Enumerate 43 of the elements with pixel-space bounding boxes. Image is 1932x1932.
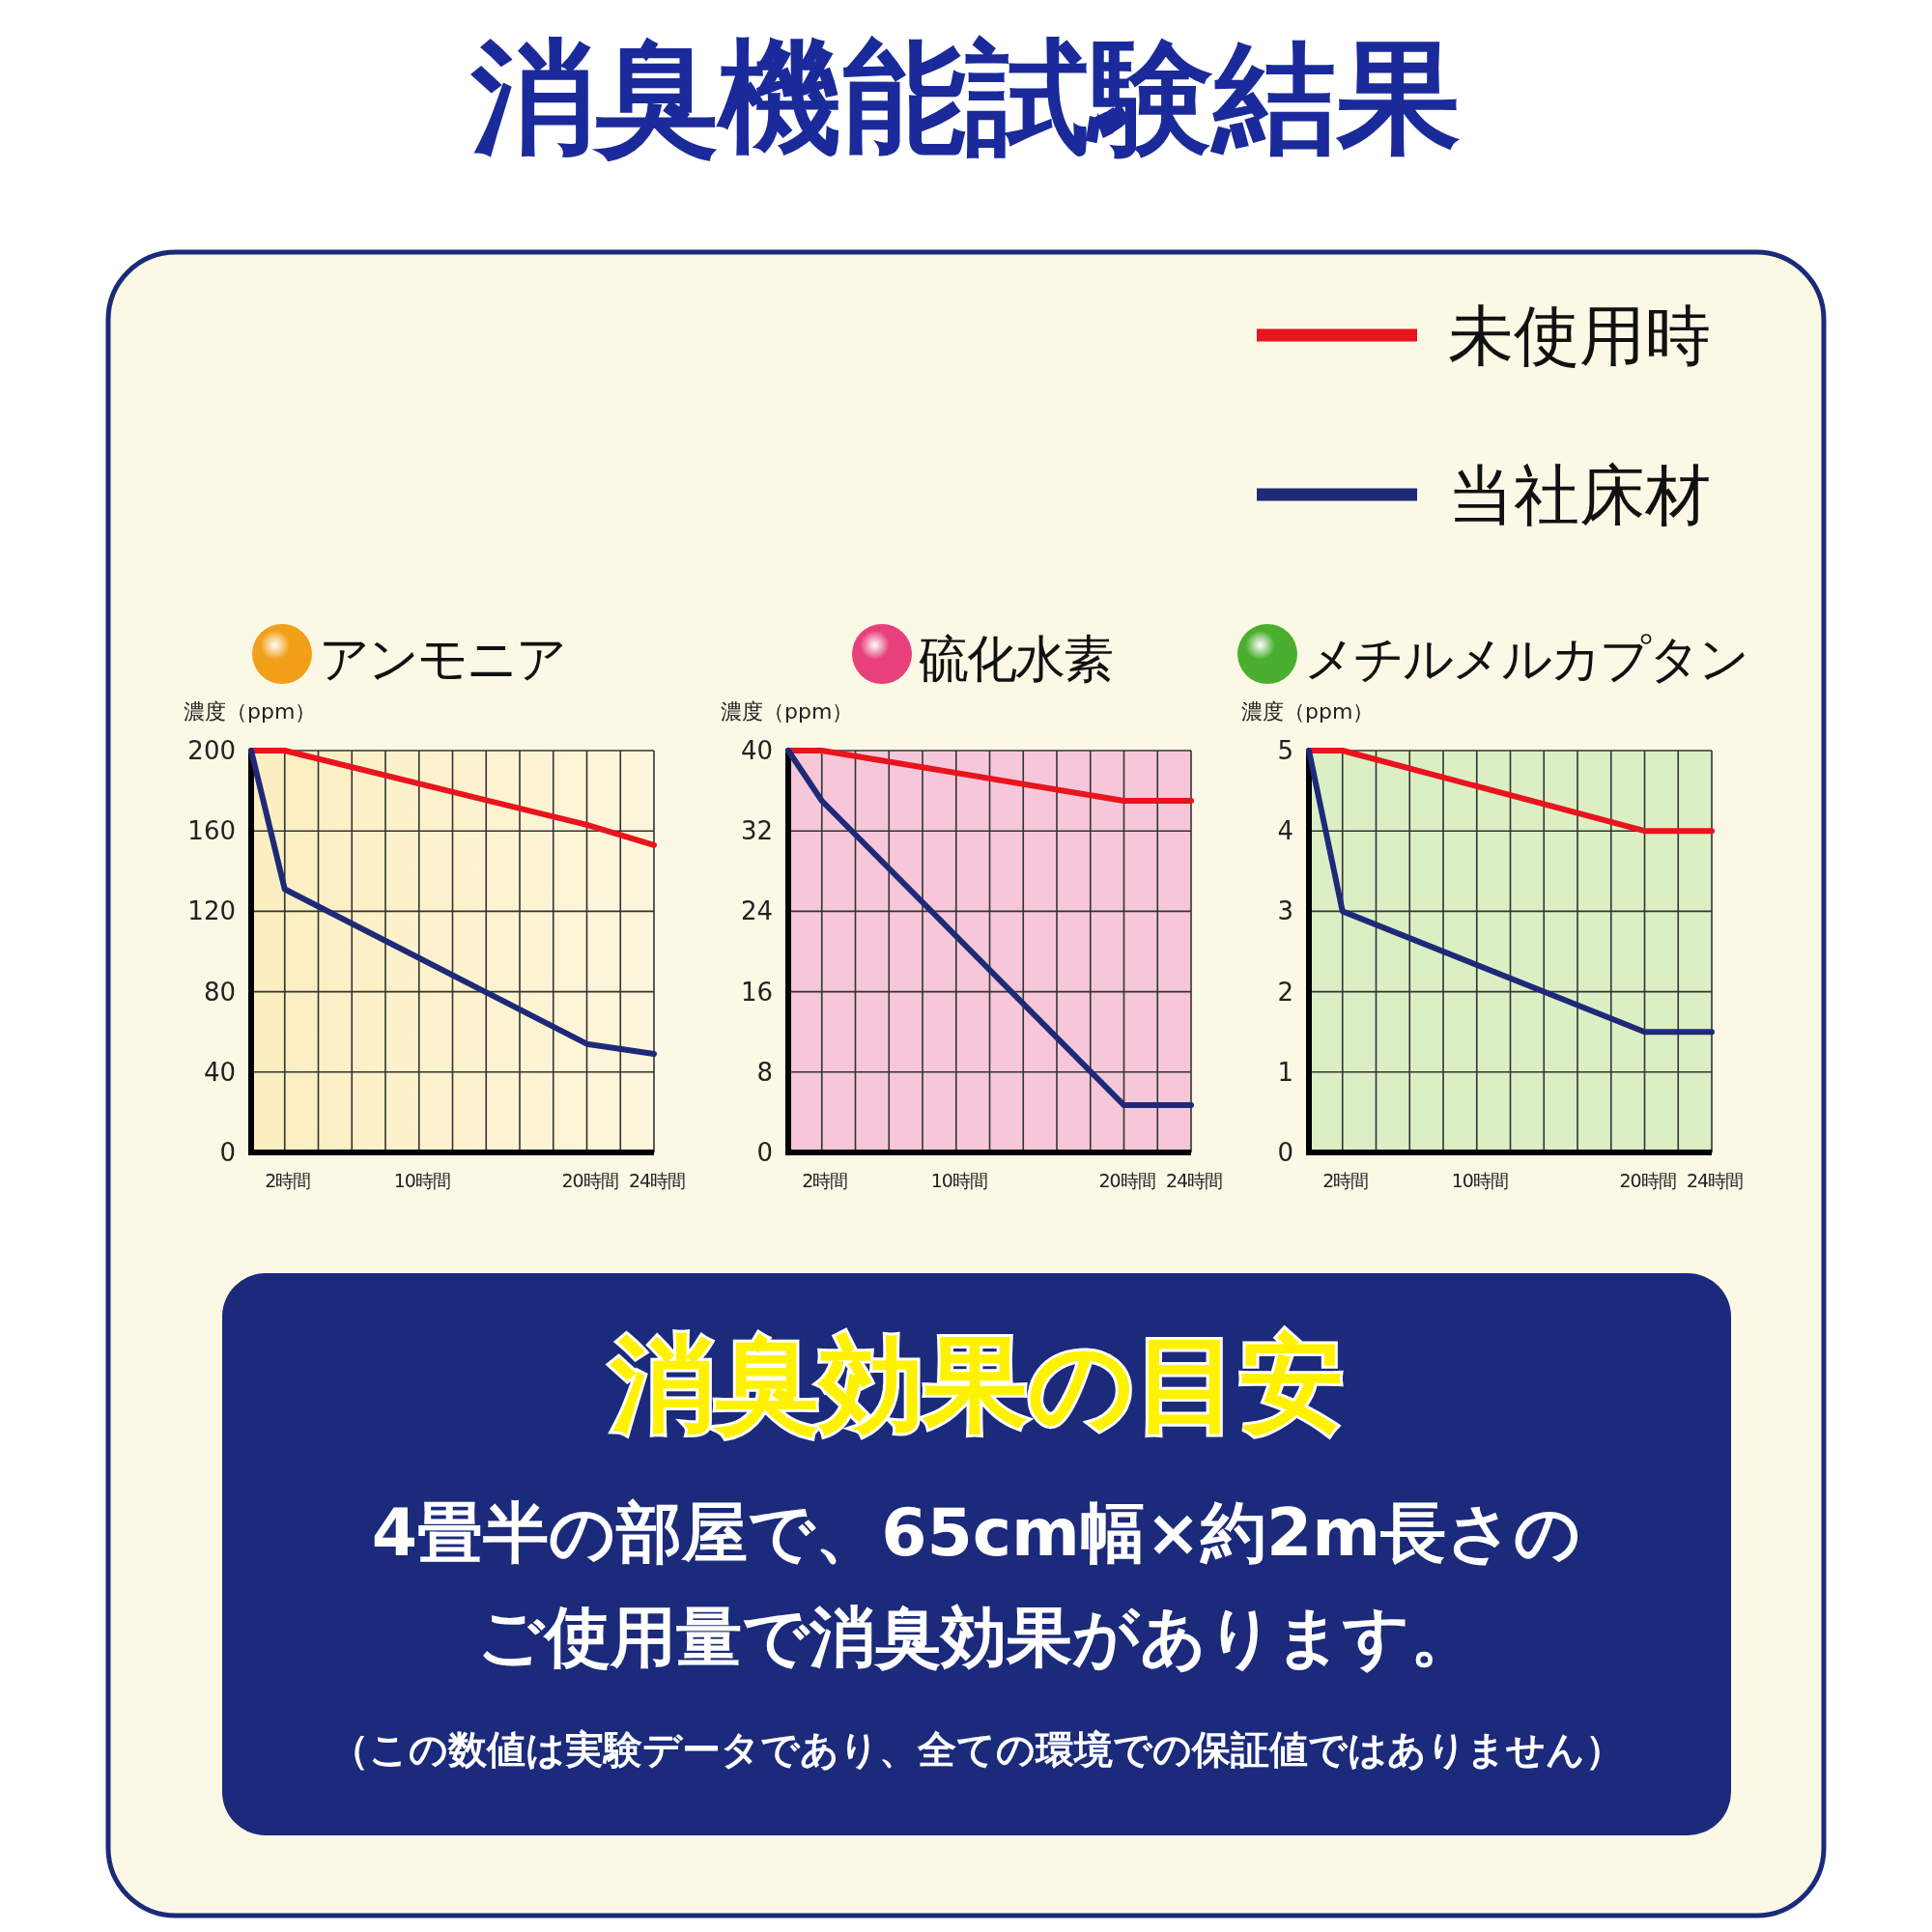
x-tick-label: 20時間 xyxy=(1619,1170,1676,1191)
y-tick-label: 160 xyxy=(187,816,236,846)
x-tick-label: 10時間 xyxy=(393,1170,450,1191)
title: 消臭機能試験結果 xyxy=(471,25,1461,169)
y-tick-label: 24 xyxy=(740,896,773,926)
y-tick-label: 2 xyxy=(1277,977,1293,1007)
x-tick-label: 24時間 xyxy=(628,1170,686,1191)
x-tick-label: 2時間 xyxy=(802,1170,848,1191)
y-axis-title: 濃度（ppm） xyxy=(1241,699,1375,724)
y-tick-label: 120 xyxy=(187,896,236,926)
y-tick-label: 80 xyxy=(203,977,236,1007)
text: ご使用量で消臭効果があります。 xyxy=(477,1599,1476,1675)
text: 4畳半の部屋で、65cm幅×約2m長さの xyxy=(371,1494,1582,1571)
chart-title: メチルメルカプタン xyxy=(1304,630,1747,688)
x-tick-label: 24時間 xyxy=(1686,1170,1744,1191)
y-tick-label: 0 xyxy=(219,1138,236,1167)
y-tick-label: 40 xyxy=(740,736,773,765)
x-tick-label: 2時間 xyxy=(265,1170,311,1191)
y-axis-title: 濃度（ppm） xyxy=(721,699,854,724)
y-tick-label: 16 xyxy=(740,977,773,1007)
y-tick-label: 40 xyxy=(203,1057,236,1087)
y-tick-label: 0 xyxy=(1277,1138,1293,1167)
y-axis-title: 濃度（ppm） xyxy=(184,699,317,724)
x-tick-label: 20時間 xyxy=(1098,1170,1155,1191)
x-tick-label: 2時間 xyxy=(1322,1170,1369,1191)
legend-label: 当社床材 xyxy=(1448,457,1711,533)
y-tick-label: 200 xyxy=(187,736,236,765)
text: （この数値は実験データであり、全ての環境での保証値ではありません） xyxy=(329,1727,1624,1772)
y-tick-label: 8 xyxy=(756,1057,773,1087)
chart-title: 硫化水素 xyxy=(919,630,1112,688)
text: 消臭効果の目安 xyxy=(609,1323,1344,1444)
x-tick-label: 20時間 xyxy=(561,1170,618,1191)
y-tick-label: 32 xyxy=(740,816,773,846)
x-tick-label: 10時間 xyxy=(1451,1170,1508,1191)
y-tick-label: 0 xyxy=(756,1138,773,1167)
chart-title: アンモニア xyxy=(319,630,565,688)
legend-label: 未使用時 xyxy=(1448,298,1711,374)
x-tick-label: 10時間 xyxy=(930,1170,987,1191)
x-tick-label: 24時間 xyxy=(1165,1170,1223,1191)
y-tick-label: 5 xyxy=(1277,736,1293,765)
y-tick-label: 4 xyxy=(1277,816,1293,846)
y-tick-label: 3 xyxy=(1277,896,1293,926)
y-tick-label: 1 xyxy=(1277,1057,1293,1087)
